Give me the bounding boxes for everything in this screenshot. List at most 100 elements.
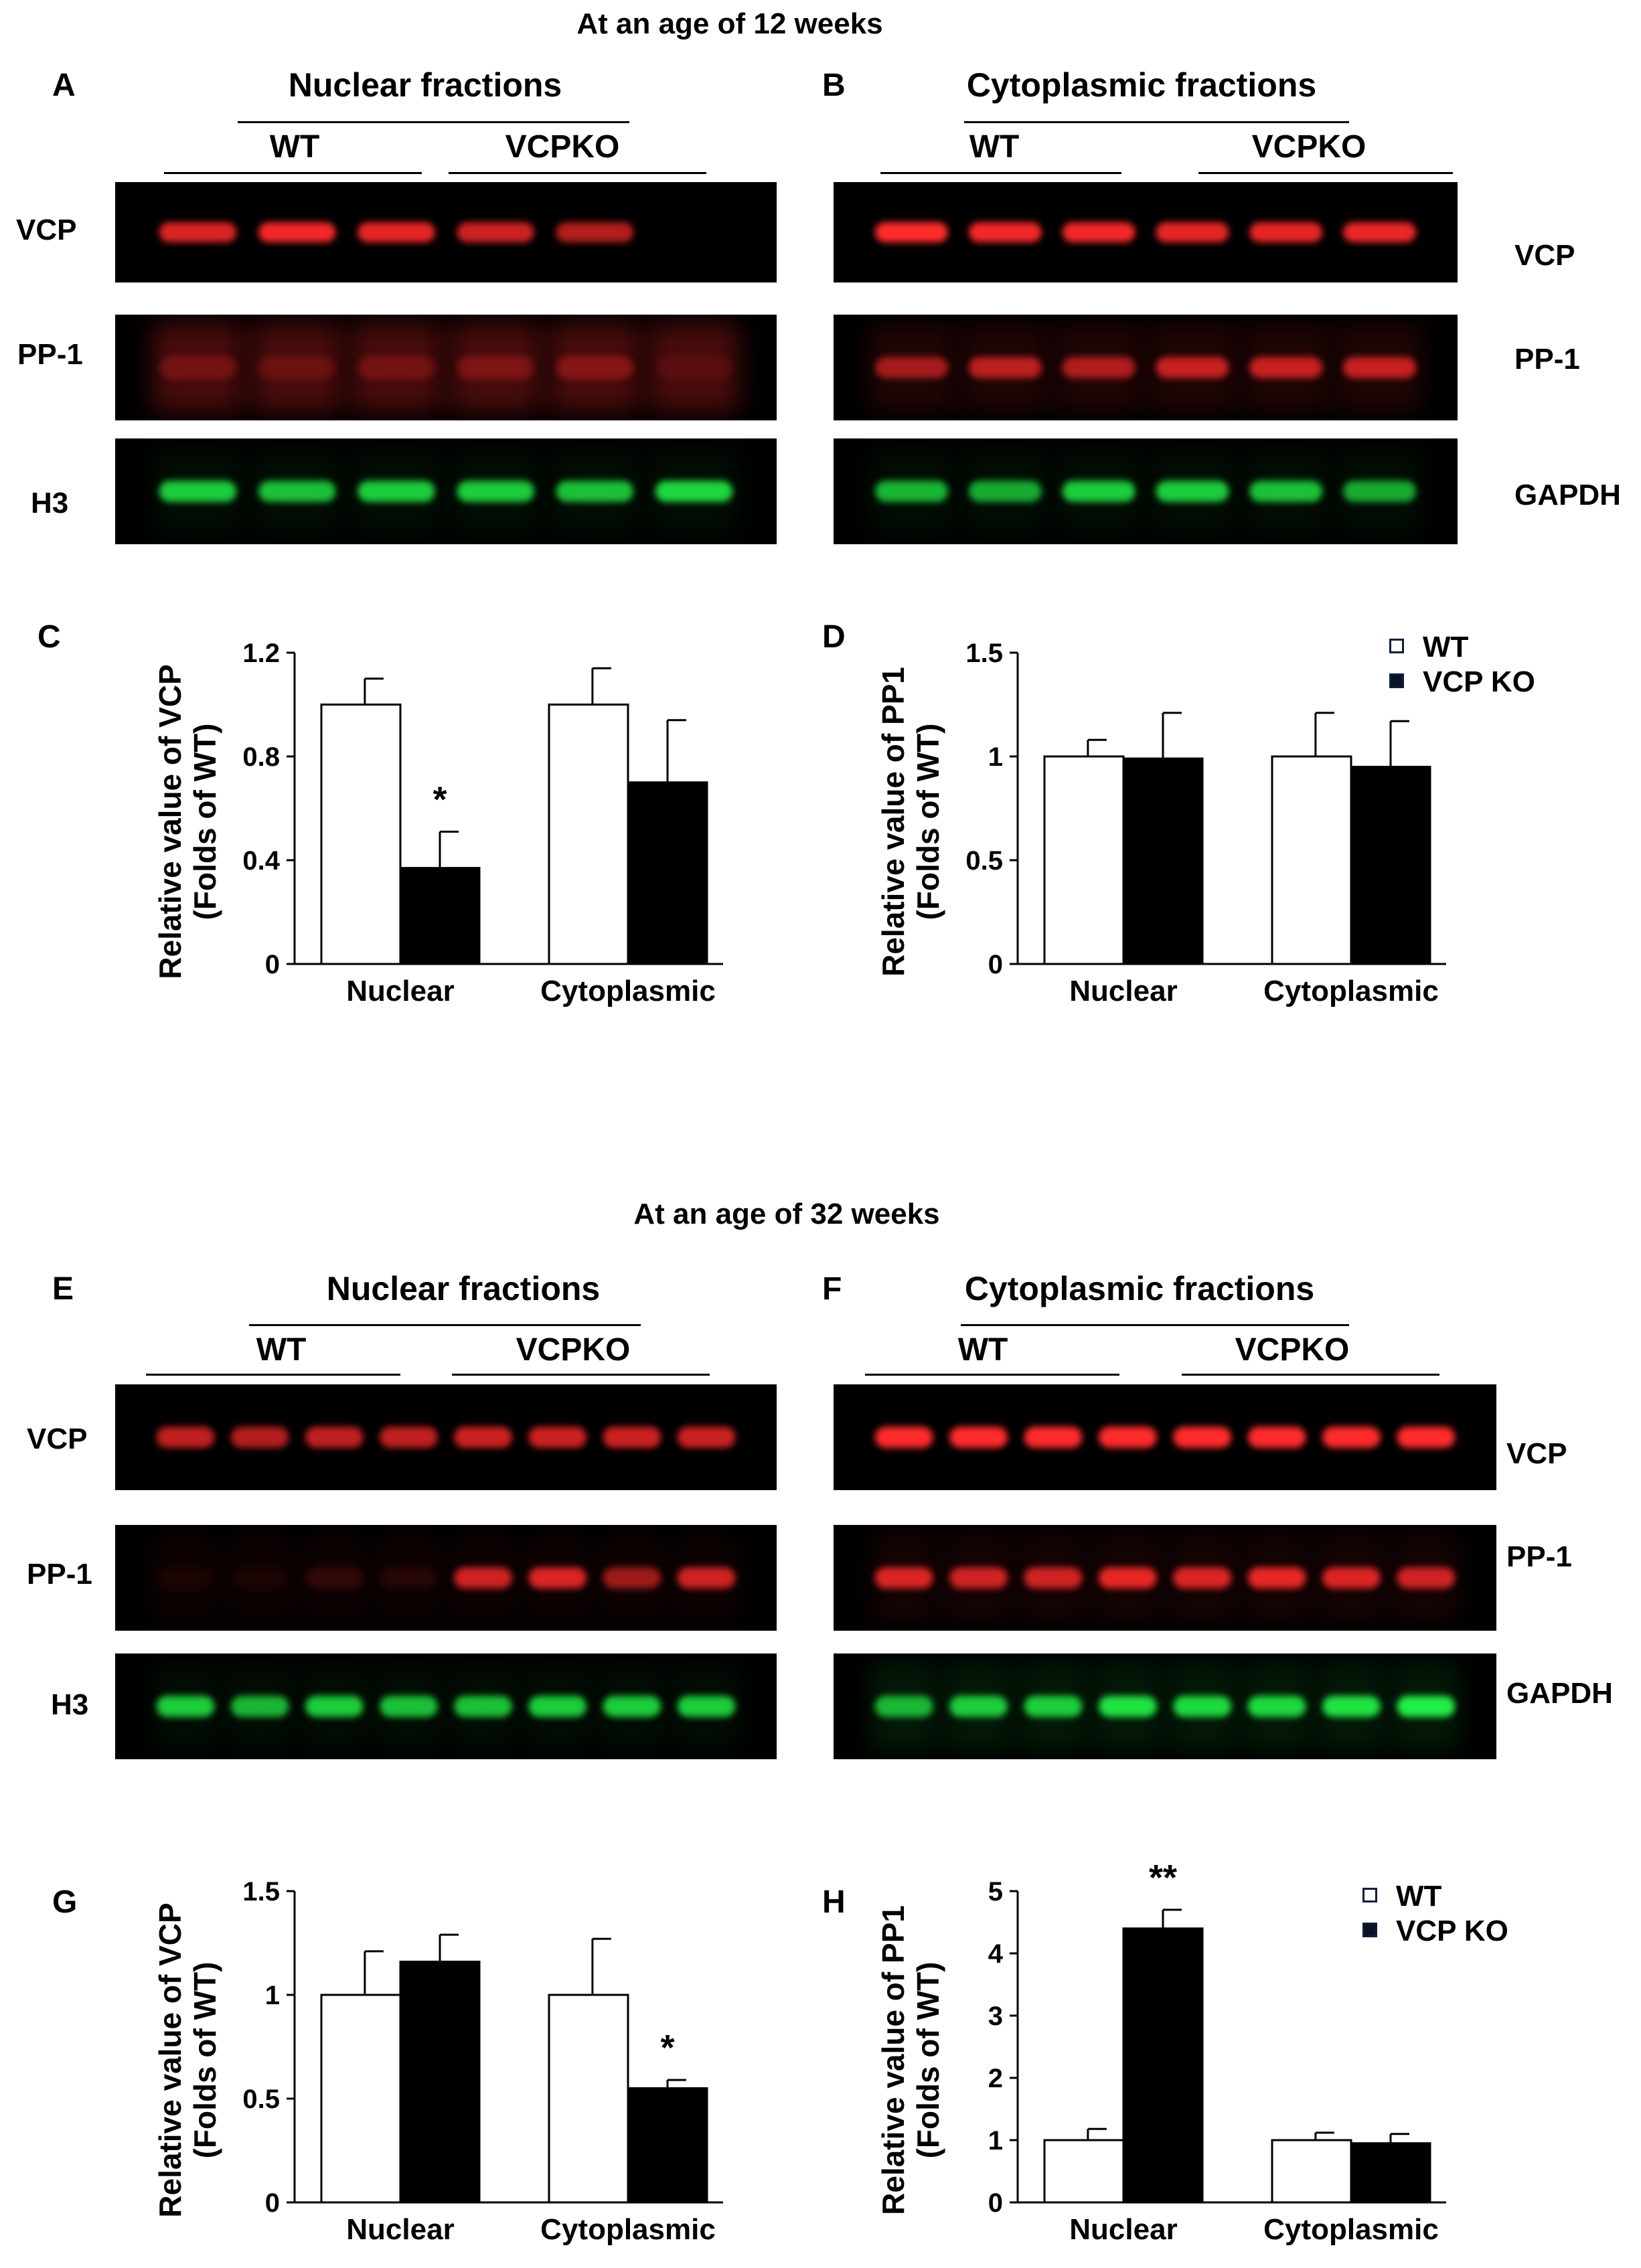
b2r0-lane-4-band — [380, 1427, 438, 1448]
b1r2-lane-2-band — [968, 481, 1042, 502]
b0r0-lane-2-band — [258, 222, 336, 242]
b2r0-lane-7-band — [603, 1427, 661, 1448]
blot-e-title: Nuclear fractions — [326, 1270, 601, 1307]
b2r2-lane-4-band — [380, 1696, 438, 1717]
xtick-label-cytoplasmic: Cytoplasmic — [540, 2213, 716, 2246]
b2r1-lane-2-band — [230, 1567, 289, 1589]
b2r0-lane-6-band — [528, 1427, 587, 1448]
b3r1-lane-6-band — [1247, 1567, 1306, 1589]
b0r1-lane-1-band — [159, 355, 237, 380]
blot-b-title-line — [964, 121, 1349, 123]
b2r2-lane-2-band — [230, 1696, 289, 1717]
bar-nuclear-ko — [399, 1960, 481, 2204]
b1r0-lane-3-band — [1062, 222, 1136, 242]
b3r0-lane-2-band — [949, 1427, 1008, 1448]
legend-d-ko-label: VCP KO — [1423, 665, 1535, 698]
b3r2-lane-8-band — [1397, 1696, 1456, 1717]
legend-d-ko-swatch — [1389, 673, 1404, 688]
bar-nuclear-wt — [320, 704, 402, 965]
b0r2-lane-5-band — [556, 481, 634, 502]
chart-ylabel-line-2: (Folds of WT) — [911, 724, 945, 920]
b0r2-lane-4-band — [457, 481, 534, 502]
b3r2-lane-7-band — [1322, 1696, 1381, 1717]
xtick-label-cytoplasmic: Cytoplasmic — [1263, 975, 1439, 1007]
ytick-label-0: 0 — [265, 2188, 280, 2218]
ytick-label-4: 4 — [988, 1939, 1004, 1969]
blot-b-group-ko: VCPKO — [1251, 129, 1366, 165]
section-title-12-weeks: At an age of 12 weeks — [576, 7, 883, 40]
blot-f-vcp — [834, 1384, 1496, 1490]
panel-letter-h: H — [822, 1884, 846, 1920]
ytick-label-2: 1 — [265, 1981, 280, 2010]
blot-a-vcp — [115, 182, 777, 282]
b2r1-lane-6-band — [528, 1567, 587, 1589]
panel-letter-d: D — [822, 619, 846, 655]
b1r2-lane-6-band — [1342, 481, 1417, 502]
blot-e-label-vcp: VCP — [27, 1423, 88, 1455]
bar-nuclear-ko — [399, 867, 481, 965]
bar-nuclear-wt — [1043, 2139, 1125, 2204]
blot-e-wt-line — [146, 1374, 400, 1376]
b0r2-lane-6-band — [655, 481, 733, 502]
b3r0-lane-6-band — [1247, 1427, 1306, 1448]
xtick-label-nuclear: Nuclear — [346, 975, 454, 1007]
b3r1-lane-5-band — [1173, 1567, 1232, 1589]
b3r0-lane-7-band — [1322, 1427, 1381, 1448]
chart-ylabel-line-1: Relative value of VCP — [153, 1902, 187, 2217]
b3r2-lane-4-band — [1098, 1696, 1157, 1717]
b0r0-lane-5-band — [556, 222, 634, 242]
b2r1-lane-7-band — [603, 1567, 661, 1589]
b2r1-lane-8-band — [677, 1567, 736, 1589]
blot-b-title: Cytoplasmic fractions — [966, 66, 1317, 104]
blot-a-group-ko: VCPKO — [505, 129, 620, 165]
chart-ylabel: Relative value of VCP(Folds of WT) — [153, 664, 222, 979]
blot-f-label-pp1: PP-1 — [1506, 1540, 1572, 1573]
b0r0-lane-3-band — [358, 222, 435, 242]
b3r0-lane-5-band — [1173, 1427, 1232, 1448]
ytick-label-2: 0.8 — [242, 742, 280, 772]
blot-b-vcp — [834, 182, 1458, 282]
b1r0-lane-6-band — [1342, 222, 1417, 242]
panel-letter-a: A — [52, 68, 76, 103]
b3r0-lane-3-band — [1024, 1427, 1083, 1448]
chart-ylabel-line-1: Relative value of VCP — [153, 664, 187, 979]
blot-f-title-line — [961, 1324, 1349, 1326]
blot-e-label-h3: H3 — [51, 1688, 89, 1721]
legend-d-wt-label: WT — [1423, 631, 1469, 663]
bar-cytoplasmic-wt — [548, 1994, 629, 2204]
ytick-label-1: 1 — [988, 2126, 1003, 2156]
b0r0-lane-1-band — [159, 222, 237, 242]
b3r0-lane-8-band — [1397, 1427, 1456, 1448]
blot-f-pp1 — [834, 1525, 1496, 1631]
blot-f-wt-line — [865, 1374, 1119, 1376]
bar-nuclear-ko — [1122, 757, 1204, 965]
b2r2-lane-6-band — [528, 1696, 587, 1717]
chart-ylabel-line-1: Relative value of PP1 — [876, 1905, 911, 2215]
xtick-label-nuclear: Nuclear — [346, 2213, 454, 2246]
chart-ylabel: Relative value of PP1(Folds of WT) — [876, 1905, 945, 2215]
b2r1-lane-1-band — [156, 1567, 215, 1589]
ytick-label-0: 0 — [265, 950, 280, 979]
xtick-label-nuclear: Nuclear — [1069, 975, 1177, 1007]
chart-ylabel-line-2: (Folds of WT) — [187, 724, 222, 920]
legend-h-ko-swatch — [1362, 1923, 1377, 1937]
b3r2-lane-1-band — [874, 1696, 933, 1717]
blot-a-h3 — [115, 438, 777, 544]
legend-h-ko-label: VCP KO — [1396, 1915, 1508, 1947]
blot-e-title-line — [249, 1324, 641, 1326]
ytick-label-0: 0 — [988, 2188, 1003, 2218]
ytick-label-3: 1.5 — [965, 639, 1003, 668]
b1r1-lane-2-band — [968, 357, 1042, 378]
blot-b-label-pp1: PP-1 — [1514, 343, 1580, 376]
ytick-label-3: 3 — [988, 2002, 1003, 2031]
bar-cytoplasmic-wt — [1271, 755, 1352, 965]
b2r1-lane-5-band — [454, 1567, 512, 1589]
ytick-label-1: 0.5 — [965, 846, 1003, 876]
xtick-label-cytoplasmic: Cytoplasmic — [1263, 2213, 1439, 2246]
blot-a-label-vcp: VCP — [16, 214, 77, 246]
b2r1-lane-3-band — [305, 1567, 364, 1589]
blot-f-gapdh — [834, 1653, 1496, 1759]
b0r1-lane-5-band — [556, 355, 634, 380]
chart-ylabel-line-2: (Folds of WT) — [187, 1962, 222, 2159]
b1r2-lane-1-band — [874, 481, 949, 502]
